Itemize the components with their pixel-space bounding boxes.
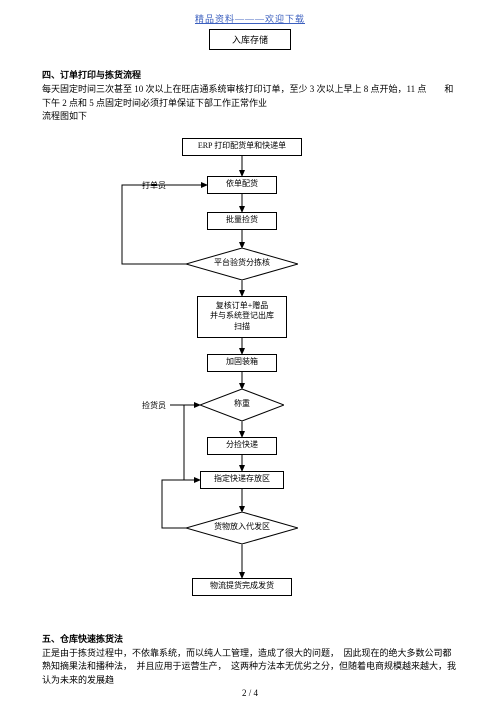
- node-sort-express: 分捡快递: [207, 437, 277, 455]
- node-weigh: 称重: [200, 389, 201, 390]
- flowchart: ERP 打印配货单和快递单 打单员 依单配货 批量捡货 平台验货分拣核 复核订单…: [42, 134, 458, 624]
- node-platform-verify: 平台验货分拣核: [186, 248, 187, 249]
- node-erp-print: ERP 打印配货单和快递单: [182, 138, 302, 156]
- node-recheck-scan: 复核订单+赠品 并与系统登记出库 扫描: [197, 296, 287, 338]
- section4-title: 四、订单打印与拣货流程: [42, 68, 458, 81]
- section4-body: 每天固定时间三次甚至 10 次以上在旺店通系统审核打印订单，至少 3 次以上早上…: [42, 83, 458, 110]
- node-batch-pick: 批量捡货: [207, 212, 277, 230]
- node-to-dispatch-zone: 货物放入代发区: [186, 512, 187, 513]
- node-recheck-l3: 扫描: [234, 322, 250, 332]
- page-number: 2 / 4: [0, 688, 500, 698]
- label-printer: 打单员: [142, 180, 166, 191]
- node-reinforce-box: 加固装箱: [207, 354, 277, 372]
- flowchart-connectors: [42, 134, 458, 624]
- node-logistics-ship: 物流提货完成发货: [192, 578, 292, 596]
- node-recheck-l2: 并与系统登记出库: [210, 311, 274, 321]
- node-pick-by-order: 依单配货: [207, 176, 277, 194]
- label-picker: 捡货员: [142, 400, 166, 411]
- section5-title: 五、仓库快速拣货法: [42, 632, 458, 645]
- top-storage-box: 入库存储: [209, 29, 291, 50]
- section4-line2: 流程图如下: [42, 110, 458, 124]
- node-express-zone: 指定快递存放区: [200, 471, 284, 489]
- section5-body: 正是由于拣货过程中，不依靠系统，而以纯人工管理，造成了很大的问题， 因此现在的绝…: [42, 647, 458, 688]
- header-link: 精品资料———欢迎下载: [42, 12, 458, 25]
- node-recheck-l1: 复核订单+赠品: [216, 301, 269, 311]
